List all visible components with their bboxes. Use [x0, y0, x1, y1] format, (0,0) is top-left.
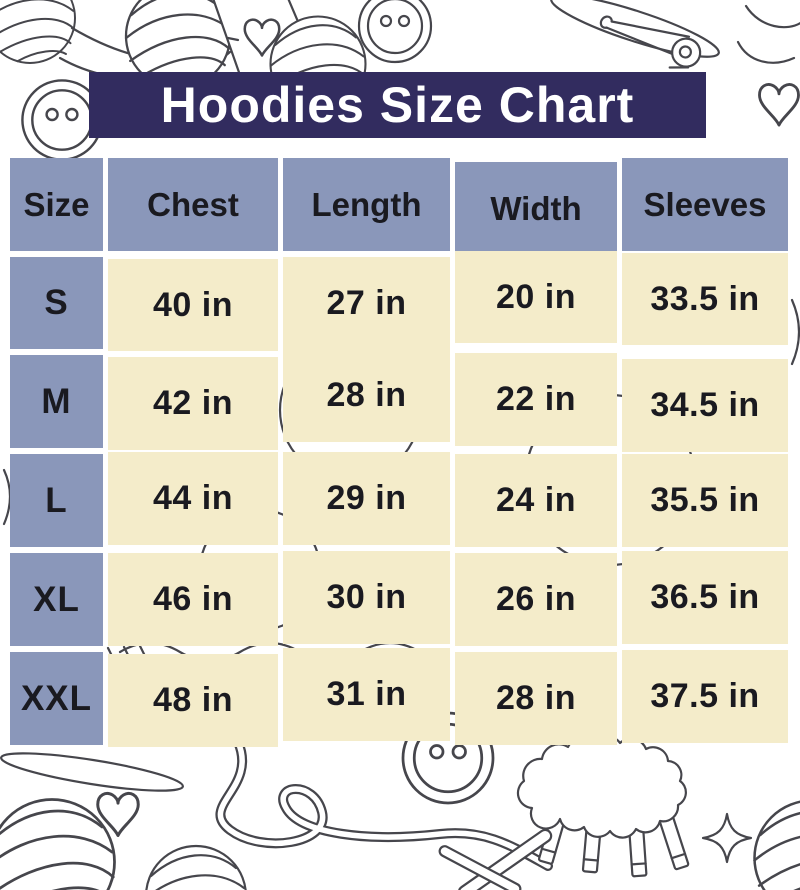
safety-pin-icon: [599, 15, 702, 69]
cell-m-width: 22 in: [455, 353, 617, 446]
size-cell-xl: XL: [10, 553, 103, 646]
yarn-ball-icon: [753, 799, 800, 890]
heart-icon: [758, 83, 800, 127]
crochet-hook-icon: [736, 4, 800, 64]
yarn-ball-icon: [0, 798, 116, 890]
cell-l-width: 24 in: [455, 454, 617, 547]
size-chart-table: Size Chest Length Width Sleeves S 40 in …: [10, 158, 790, 747]
cell-l-sleeves: 35.5 in: [622, 454, 788, 547]
knitting-needles-crossed-icon: [438, 828, 553, 890]
header-cell-length: Length: [283, 158, 450, 251]
knitting-needle-icon: [0, 752, 184, 792]
size-cell-s: S: [10, 257, 103, 349]
sheep-icon: [516, 735, 690, 878]
cell-l-chest: 44 in: [108, 452, 278, 545]
cell-xxl-sleeves: 37.5 in: [622, 650, 788, 743]
cell-m-chest: 42 in: [108, 357, 278, 450]
cell-s-length: 27 in: [283, 257, 450, 349]
cell-xl-length: 30 in: [283, 551, 450, 644]
size-cell-xxl: XXL: [10, 652, 103, 745]
cell-s-width: 20 in: [455, 251, 617, 343]
page-title: Hoodies Size Chart: [160, 77, 635, 133]
button-icon: [357, 0, 433, 64]
cell-l-length: 29 in: [283, 452, 450, 545]
cell-xxl-length: 31 in: [283, 648, 450, 741]
size-cell-l: L: [10, 454, 103, 547]
yarn-strand-icon: [215, 737, 553, 871]
cell-s-sleeves: 33.5 in: [622, 253, 788, 345]
cell-m-length: 28 in: [283, 349, 450, 442]
header-cell-width: Width: [455, 162, 617, 255]
cell-xl-chest: 46 in: [108, 553, 278, 646]
header-cell-chest: Chest: [108, 158, 278, 251]
size-cell-m: M: [10, 355, 103, 448]
title-bar: Hoodies Size Chart: [89, 72, 706, 138]
cell-m-sleeves: 34.5 in: [622, 359, 788, 452]
header-cell-size: Size: [10, 158, 103, 251]
header-cell-sleeves: Sleeves: [622, 158, 788, 251]
sparkle-icon: [701, 812, 753, 864]
cell-xl-width: 26 in: [455, 553, 617, 646]
cell-xxl-width: 28 in: [455, 652, 617, 745]
cell-xl-sleeves: 36.5 in: [622, 551, 788, 644]
cell-s-chest: 40 in: [108, 259, 278, 351]
yarn-ball-icon: [144, 844, 248, 890]
cell-xxl-chest: 48 in: [108, 654, 278, 747]
